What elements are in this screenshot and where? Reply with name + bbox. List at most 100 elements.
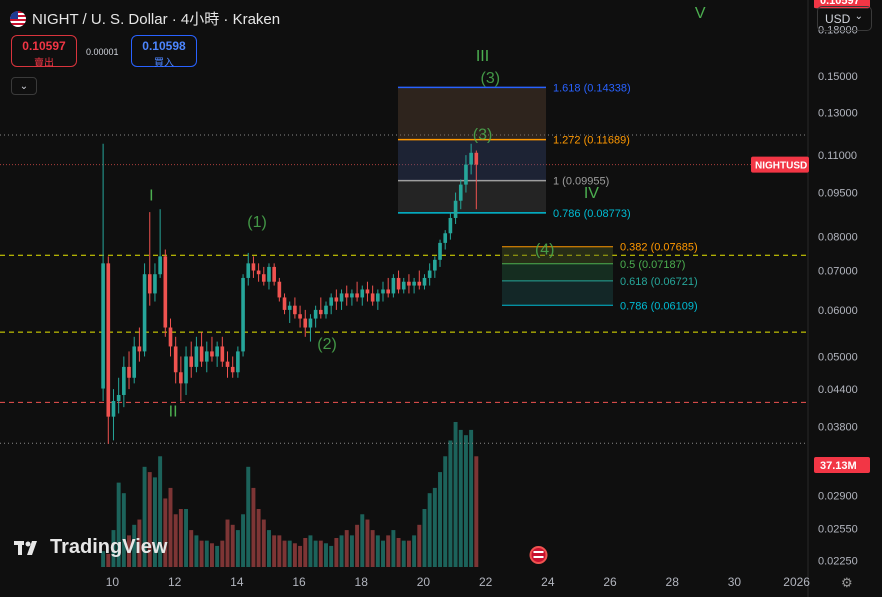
candle-body [350, 293, 354, 298]
candle-body [391, 277, 396, 294]
candle-body [433, 259, 437, 271]
volume-bar [308, 535, 313, 567]
candle-body [422, 277, 427, 286]
settings-gear-icon[interactable]: ⚙ [841, 575, 853, 590]
fib-ext-label: 0.786 (0.08773) [553, 208, 631, 220]
collapse-chevron-icon[interactable]: ⌄ [11, 77, 37, 95]
elliott-wave-label: II [169, 404, 178, 421]
elliott-wave-label: V [695, 5, 706, 22]
candle-body [204, 351, 209, 362]
buy-button[interactable]: 0.10598 買入 [131, 35, 197, 69]
volume-bar [412, 535, 417, 567]
candle-body [308, 318, 313, 328]
candle-body [298, 314, 302, 319]
volume-bar [256, 509, 261, 567]
volume-bar [272, 535, 277, 567]
candle-body [282, 297, 287, 310]
time-axis-tick-label: 2026 [783, 575, 810, 589]
elliott-wave-label: (3) [473, 126, 493, 143]
volume-bar [303, 538, 308, 567]
fib-ext-zone [398, 180, 546, 213]
candle-body [443, 233, 448, 243]
volume-bar [277, 535, 282, 567]
candle-body [246, 263, 251, 278]
candle-body [137, 346, 142, 352]
symbol-tag-text: NIGHTUSD [755, 161, 807, 172]
fib-ret-label: 0.5 (0.07187) [620, 259, 685, 271]
price-axis-tick-label: 0.11000 [818, 150, 857, 162]
chevron-down-icon: ⌄ [854, 11, 863, 22]
candle-body [287, 305, 292, 310]
elliott-wave-label: (4) [535, 242, 555, 259]
volume-bar [261, 519, 266, 567]
time-axis-tick-label: 18 [355, 575, 369, 589]
volume-bar [360, 514, 365, 567]
volume-bar [121, 493, 126, 567]
volume-bar [463, 435, 468, 567]
elliott-wave-label: I [149, 188, 153, 205]
volume-bar [111, 530, 116, 567]
us-flag-icon [10, 10, 26, 27]
tradingview-logo-icon [14, 540, 37, 555]
volume-bar [142, 466, 147, 567]
candle-body [194, 346, 199, 367]
volume-bar [427, 493, 432, 567]
candle-body [334, 297, 339, 302]
candle-body [355, 293, 359, 298]
spread-value: 0.00001 [86, 47, 119, 57]
volume-bar [298, 545, 303, 567]
volume-bar [443, 456, 448, 567]
candle-body [448, 217, 453, 234]
volume-bar [235, 530, 240, 567]
volume-bar [152, 477, 157, 567]
sell-button[interactable]: 0.10597 賣出 [11, 35, 77, 69]
volume-bar [448, 440, 453, 567]
candle-body [417, 281, 422, 286]
price-axis-tick-label: 0.08000 [818, 231, 858, 243]
volume-bar [230, 524, 235, 567]
volume-bar [469, 429, 474, 567]
currency-label: USD [825, 12, 851, 26]
candle-body [267, 266, 271, 282]
volume-bar [318, 540, 323, 567]
volume-bar [246, 466, 251, 567]
candle-body [111, 400, 116, 417]
volume-bar [391, 530, 396, 567]
candle-body [122, 366, 126, 395]
volume-bar [375, 535, 380, 567]
volume-bar [137, 519, 142, 567]
candle-body [272, 266, 276, 282]
volume-bar [184, 509, 189, 567]
time-axis-tick-label: 28 [666, 575, 680, 589]
elliott-wave-label: (3) [481, 70, 501, 87]
volume-bar [474, 456, 479, 567]
volume-bar [339, 535, 344, 567]
buy-label: 買入 [154, 58, 174, 69]
volume-bar [282, 540, 287, 567]
volume-bar [324, 543, 328, 567]
time-axis-tick-label: 16 [292, 575, 306, 589]
time-axis-tick-label: 22 [479, 575, 493, 589]
candle-body [158, 256, 162, 275]
volume-bar [241, 514, 246, 567]
event-flag-icon[interactable] [529, 546, 548, 564]
fib-ret-label: 0.382 (0.07685) [620, 242, 698, 254]
candle-body [360, 289, 365, 298]
volume-bar [458, 429, 463, 567]
price-axis-tick-label: 0.13000 [818, 107, 858, 119]
fib-ext-zone [398, 87, 546, 140]
elliott-wave-label: III [476, 48, 489, 65]
candle-body [215, 346, 219, 357]
candle-body [396, 277, 401, 290]
price-axis-tick-label: 0.06000 [818, 305, 858, 317]
candle-body [225, 361, 230, 367]
volume-bar [194, 535, 199, 567]
candle-body [127, 366, 131, 378]
last-price-tag-text: 0.10597 [820, 0, 860, 7]
candle-body [293, 305, 297, 315]
symbol-title[interactable]: NIGHT / U. S. Dollar · 4小時 · Kraken [32, 11, 281, 28]
currency-select[interactable]: USD ⌄ [817, 6, 872, 31]
volume-bar [158, 456, 163, 567]
candle-body [427, 270, 432, 278]
